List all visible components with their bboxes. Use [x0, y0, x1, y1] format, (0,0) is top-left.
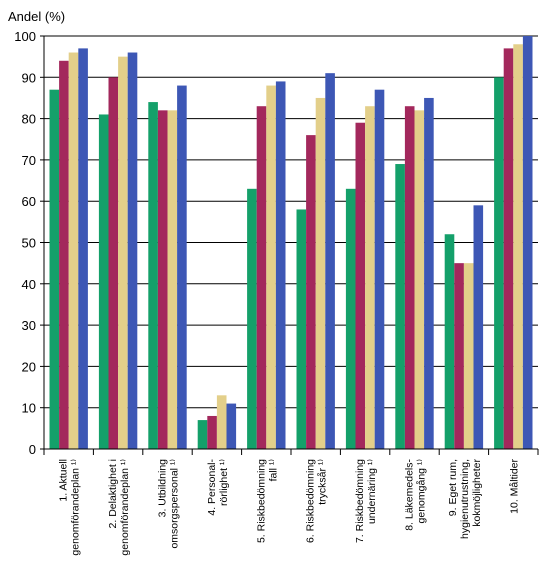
category-label: 7. Riskbedömningundernäring ¹⁾: [354, 459, 378, 543]
bar: [247, 188, 257, 449]
y-tick-labels: 0 10 20 30 40 50 60 70 80 90 100: [14, 29, 36, 457]
bar: [118, 56, 128, 450]
y-tick-label: 0: [29, 442, 36, 457]
bar: [167, 110, 178, 449]
y-tick-label: 80: [22, 112, 36, 127]
bar: [207, 415, 217, 449]
bar: [473, 205, 484, 449]
bar: [296, 209, 307, 449]
y-tick-label: 20: [22, 359, 36, 374]
category-label: 6. Riskbedömningtrycksår ¹⁾: [305, 459, 329, 543]
axes: [40, 35, 539, 455]
bar: [256, 106, 267, 450]
bar: [454, 263, 464, 449]
bars: [49, 36, 533, 450]
bar: [68, 52, 79, 450]
bar: [197, 420, 208, 449]
bar: [148, 102, 158, 449]
y-tick-label: 10: [22, 401, 36, 416]
bar: [127, 52, 138, 450]
bar: [49, 89, 60, 449]
category-label: 8. Läkemedels-genomgång ¹⁾: [404, 459, 428, 531]
category-label: 1. Aktuellgenomförandeplan ¹⁾: [58, 459, 82, 556]
y-axis-label: Andel (%): [8, 9, 65, 24]
bar: [355, 122, 366, 449]
bar: [345, 188, 356, 449]
category-labels: 1. Aktuellgenomförandeplan ¹⁾ 2. Delaktig…: [58, 458, 521, 555]
bar: [374, 89, 385, 449]
category-label: 2. Delaktighet igenomförandeplan ¹⁾: [107, 459, 131, 556]
bar: [463, 263, 474, 449]
y-tick-label: 40: [22, 277, 36, 292]
bar: [404, 106, 415, 450]
bar: [226, 403, 237, 449]
bar: [177, 85, 187, 449]
bar: [494, 77, 504, 450]
bar: [424, 97, 434, 449]
bar: [108, 77, 119, 450]
bar: [414, 110, 425, 449]
bar: [444, 234, 455, 449]
y-tick-label: 100: [14, 29, 36, 44]
category-label: 4. Personal-rörlighet ¹⁾: [206, 459, 230, 516]
y-tick-label: 60: [22, 194, 36, 209]
bar: [503, 48, 514, 449]
bar: [365, 106, 375, 450]
bar: [216, 395, 227, 449]
category-label: 5. Riskbedömningfall ¹⁾: [255, 459, 279, 543]
bar: [157, 110, 168, 449]
bar: [513, 44, 523, 449]
category-label: 10. Måltider: [508, 458, 520, 513]
bar: [325, 73, 335, 450]
bar: [306, 135, 316, 449]
y-tick-label: 30: [22, 318, 36, 333]
bar: [266, 85, 276, 449]
bar: [78, 48, 88, 449]
category-label: 9. Eget rum,hygienutrustning,kokmöjlighe…: [447, 459, 483, 539]
y-tick-label: 70: [22, 153, 36, 168]
category-label: 3. Utbildningomsorgspersonal ¹⁾: [157, 459, 181, 549]
bar: [59, 60, 69, 449]
y-tick-label: 90: [22, 70, 36, 85]
bar: [98, 114, 109, 449]
y-tick-label: 50: [22, 236, 36, 251]
bar: [522, 36, 533, 449]
bar: [315, 97, 326, 449]
bar: [395, 164, 405, 449]
bar: [275, 81, 286, 450]
